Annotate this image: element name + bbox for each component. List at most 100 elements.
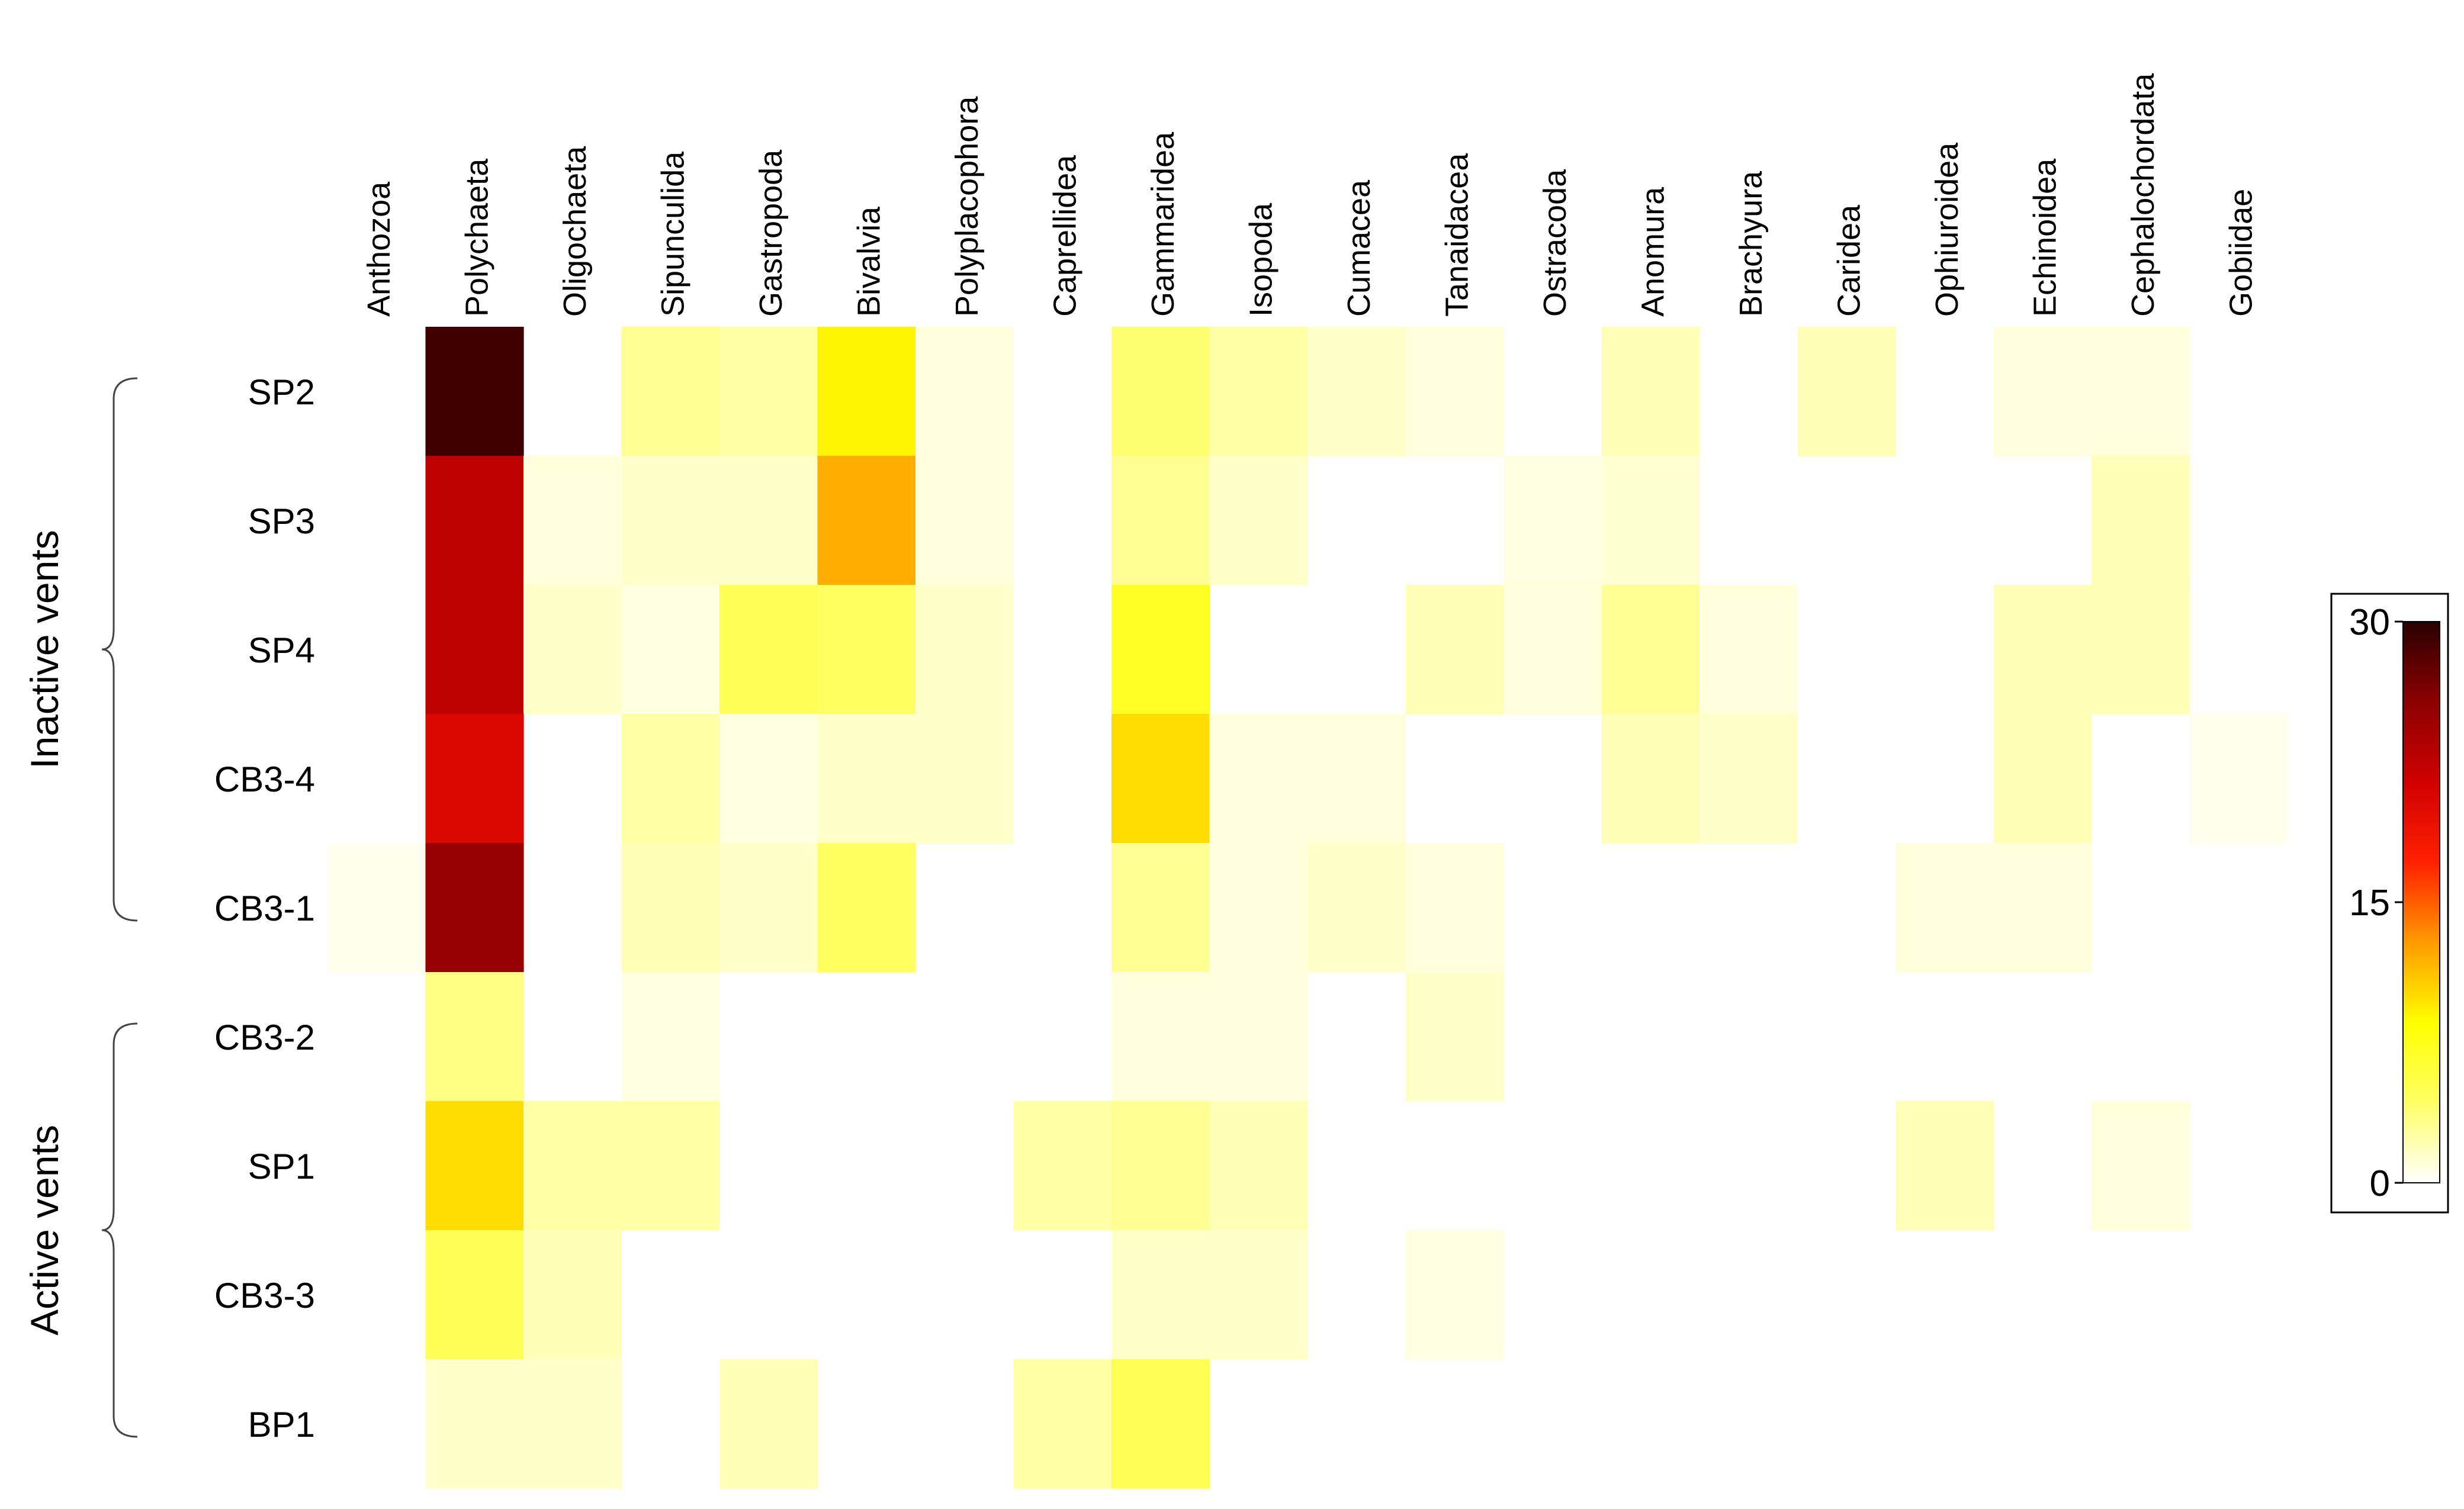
cell-sp3-gammaridea <box>1111 456 1210 585</box>
cell-cb3-3-tanaidacea <box>1405 1230 1504 1360</box>
cell-sp1-caprellidea <box>1013 1101 1112 1231</box>
cell-cb3-3-polychaeta <box>425 1230 524 1360</box>
cell-cb3-1-tanaidacea <box>1405 843 1504 973</box>
cell-cb3-3-gammaridea <box>1111 1230 1210 1360</box>
cell-bp1-caprellidea <box>1013 1359 1112 1489</box>
column-label-caridea: Caridea <box>1831 204 1867 317</box>
cell-cb3-2-sipunculida <box>621 972 720 1102</box>
cell-bp1-oligochaeta <box>523 1359 622 1489</box>
column-label-echinoidea: Echinoidea <box>2027 158 2063 317</box>
column-label-polyplacophora: Polyplacophora <box>949 96 985 317</box>
column-label-cephalochordata: Cephalochordata <box>2125 73 2161 317</box>
group-brace-inactive-vents <box>101 377 138 922</box>
colorbar-tick-label-15: 15 <box>2349 883 2390 924</box>
column-label-tanaidacea: Tanaidacea <box>1439 153 1474 317</box>
cell-cb3-3-oligochaeta <box>523 1230 622 1360</box>
cell-bp1-gammaridea <box>1111 1359 1210 1489</box>
cell-sp2-echinoidea <box>1993 327 2092 456</box>
cell-cb3-4-polyplacophora <box>915 714 1014 844</box>
cell-cb3-4-gammaridea <box>1111 714 1210 844</box>
cell-sp2-sipunculida <box>621 327 720 456</box>
row-label-bp1: BP1 <box>248 1405 315 1444</box>
cell-sp1-cephalochordata <box>2092 1101 2190 1231</box>
cell-sp3-polyplacophora <box>915 456 1014 585</box>
cell-sp2-polychaeta <box>425 327 524 456</box>
column-label-ophiuroidea: Ophiuroidea <box>1929 142 1965 317</box>
column-label-bivalvia: Bivalvia <box>851 206 886 317</box>
colorbar-tick-label-30: 30 <box>2349 602 2390 643</box>
cell-cb3-1-gammaridea <box>1111 843 1210 973</box>
group-label-active-vents: Active vents <box>23 1125 66 1336</box>
cell-sp3-isopoda <box>1209 456 1308 585</box>
cell-sp4-anomura <box>1601 585 1700 715</box>
colorbar-gradient <box>2402 621 2440 1183</box>
cell-sp3-sipunculida <box>621 456 720 585</box>
column-label-ostracoda: Ostracoda <box>1537 169 1573 317</box>
column-label-gastropoda: Gastropoda <box>753 149 789 317</box>
cell-sp1-ophiuroidea <box>1896 1101 1994 1231</box>
cell-sp1-sipunculida <box>621 1101 720 1231</box>
cell-cb3-1-bivalvia <box>817 843 916 973</box>
cell-sp3-ostracoda <box>1504 456 1602 585</box>
cell-sp4-brachyura <box>1700 585 1798 715</box>
cell-cb3-4-sipunculida <box>621 714 720 844</box>
cell-sp2-cumacea <box>1308 327 1406 456</box>
cell-sp2-gammaridea <box>1111 327 1210 456</box>
cell-sp2-isopoda <box>1209 327 1308 456</box>
column-label-sipunculida: Sipunculida <box>655 151 690 317</box>
row-label-sp4: SP4 <box>248 630 315 670</box>
cell-sp4-cephalochordata <box>2092 585 2190 715</box>
cell-sp4-gammaridea <box>1111 585 1210 715</box>
group-label-inactive-vents: Inactive vents <box>23 530 66 769</box>
cell-cb3-4-cumacea <box>1308 714 1406 844</box>
cell-sp4-bivalvia <box>817 585 916 715</box>
column-label-anomura: Anomura <box>1635 186 1670 317</box>
cell-sp4-sipunculida <box>621 585 720 715</box>
cell-cb3-1-polychaeta <box>425 843 524 973</box>
cell-cb3-1-echinoidea <box>1993 843 2092 973</box>
cell-sp1-oligochaeta <box>523 1101 622 1231</box>
cell-cb3-1-ophiuroidea <box>1896 843 1994 973</box>
row-label-cb3-1: CB3-1 <box>214 889 315 928</box>
cell-cb3-4-echinoidea <box>1993 714 2092 844</box>
cell-sp1-polychaeta <box>425 1101 524 1231</box>
row-label-sp1: SP1 <box>248 1147 315 1186</box>
cell-cb3-1-isopoda <box>1209 843 1308 973</box>
column-label-polychaeta: Polychaeta <box>459 158 494 317</box>
column-labels: Anthozoa Polychaeta Oligochaeta Sipunculida… <box>361 73 2259 317</box>
cell-cb3-4-gastropoda <box>719 714 818 844</box>
cell-cb3-4-anomura <box>1601 714 1700 844</box>
cell-sp3-polychaeta <box>425 456 524 585</box>
cell-sp2-caridea <box>1797 327 1896 456</box>
cell-sp2-cephalochordata <box>2092 327 2190 456</box>
column-label-gammaridea: Gammaridea <box>1145 131 1181 317</box>
column-label-oligochaeta: Oligochaeta <box>557 146 593 317</box>
colorbar-ticks: 0 15 30 <box>2349 602 2403 1204</box>
cell-cb3-4-brachyura <box>1700 714 1798 844</box>
cell-sp4-polyplacophora <box>915 585 1014 715</box>
cell-sp4-tanaidacea <box>1405 585 1504 715</box>
row-label-cb3-3: CB3-3 <box>214 1276 315 1315</box>
cell-sp2-tanaidacea <box>1405 327 1504 456</box>
cell-sp2-polyplacophora <box>915 327 1014 456</box>
cell-sp3-bivalvia <box>817 456 916 585</box>
row-label-sp3: SP3 <box>248 501 315 541</box>
cell-cb3-2-isopoda <box>1209 972 1308 1102</box>
cell-cb3-2-gammaridea <box>1111 972 1210 1102</box>
cell-sp4-ostracoda <box>1504 585 1602 715</box>
cell-sp2-anomura <box>1601 327 1700 456</box>
group-brace-active-vents <box>101 1022 138 1438</box>
cell-bp1-gastropoda <box>719 1359 818 1489</box>
cell-cb3-4-gobiidae <box>2189 714 2288 844</box>
cell-sp4-gastropoda <box>719 585 818 715</box>
column-label-isopoda: Isopoda <box>1243 202 1278 317</box>
cell-sp4-oligochaeta <box>523 585 622 715</box>
cell-cb3-1-gastropoda <box>719 843 818 973</box>
cell-bp1-polychaeta <box>425 1359 524 1489</box>
heatmap-cells <box>327 327 2288 1489</box>
column-label-brachyura: Brachyura <box>1733 170 1769 317</box>
cell-sp3-gastropoda <box>719 456 818 585</box>
cell-cb3-1-cumacea <box>1308 843 1406 973</box>
cell-sp2-bivalvia <box>817 327 916 456</box>
